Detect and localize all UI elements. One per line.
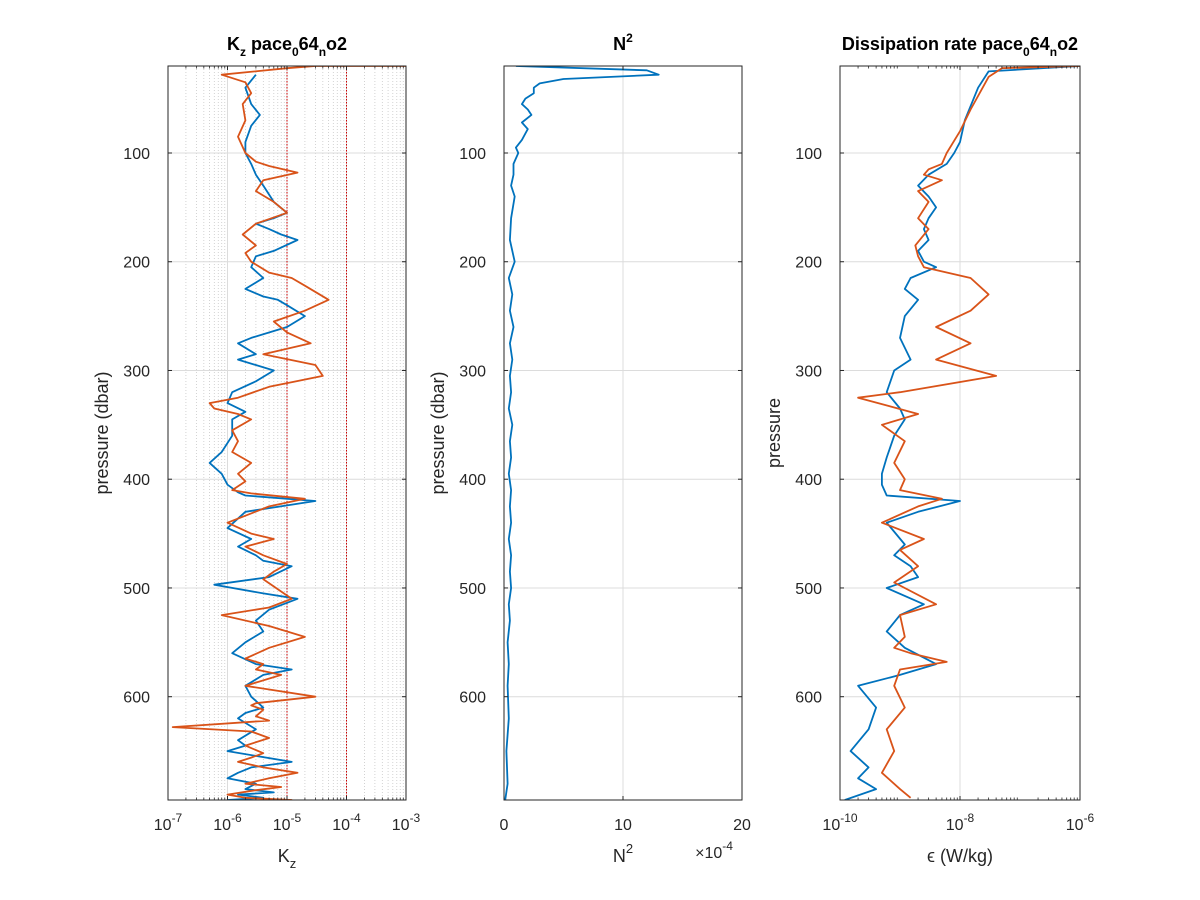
x-tick-label: 10 (614, 817, 632, 834)
y-tick-label: 100 (795, 146, 822, 163)
y-tick-label: 200 (795, 255, 822, 272)
y-tick-label: 100 (459, 146, 486, 163)
dissipation-panel: 10-10 10-8 10-6 100 200 300 400 500 600 ϵ (W/kg) p… (764, 34, 1095, 866)
x-tick-label: 10-3 (392, 811, 421, 834)
series-line-2 (857, 66, 1080, 799)
y-tick-label: 100 (123, 146, 150, 163)
series-group (504, 66, 660, 800)
x-tick-label: 10-4 (332, 811, 361, 834)
y-tick-label: 400 (459, 472, 486, 489)
y-tick-label: 300 (123, 363, 150, 380)
x-axis-label: ϵ (W/kg) (927, 846, 993, 866)
x-tick-label: 10-5 (273, 811, 302, 834)
grid (840, 66, 1080, 800)
x-multiplier-label: ×10-4 (695, 839, 733, 862)
n2-panel: 0 10 20 100 200 300 400 500 600 ×10-4 N2 pressure (… (428, 31, 751, 866)
series-group (171, 66, 406, 800)
chart-title: Kz pace064no2 (227, 34, 347, 59)
series-line-2 (171, 66, 406, 800)
x-tick-label: 0 (500, 817, 509, 834)
y-axis-label: pressure (dbar) (92, 371, 112, 494)
series-group (844, 66, 1080, 800)
y-tick-label: 200 (123, 255, 150, 272)
x-tick-label: 10-6 (213, 811, 242, 834)
x-tick-label: 20 (733, 817, 751, 834)
chart-title: Dissipation rate pace064no2 (842, 34, 1078, 59)
x-axis-label: N2 (613, 841, 633, 866)
x-tick-label: 10-7 (154, 811, 183, 834)
y-tick-label: 600 (795, 690, 822, 707)
y-tick-label: 600 (459, 690, 486, 707)
series-line-1 (504, 66, 660, 800)
y-tick-label: 500 (123, 581, 150, 598)
y-tick-label: 300 (459, 363, 486, 380)
x-tick-label: 10-8 (946, 811, 975, 834)
x-tick-label: 10-6 (1066, 811, 1095, 834)
y-axis-label: pressure (764, 398, 784, 468)
x-axis-label: Kz (278, 846, 297, 871)
y-tick-label: 200 (459, 255, 486, 272)
chart-title: N2 (613, 31, 633, 54)
series-line-1 (844, 66, 1080, 800)
y-tick-label: 500 (795, 581, 822, 598)
grid (168, 66, 406, 800)
y-tick-label: 600 (123, 690, 150, 707)
y-tick-label: 500 (459, 581, 486, 598)
grid (504, 66, 742, 800)
x-tick-label: 10-10 (822, 811, 857, 834)
kz-panel: 10-7 10-6 10-5 10-4 10-3 100 200 300 400 500 600 Kz… (92, 34, 421, 871)
y-tick-label: 300 (795, 363, 822, 380)
y-tick-label: 400 (123, 472, 150, 489)
y-tick-label: 400 (795, 472, 822, 489)
y-axis-label: pressure (dbar) (428, 371, 448, 494)
